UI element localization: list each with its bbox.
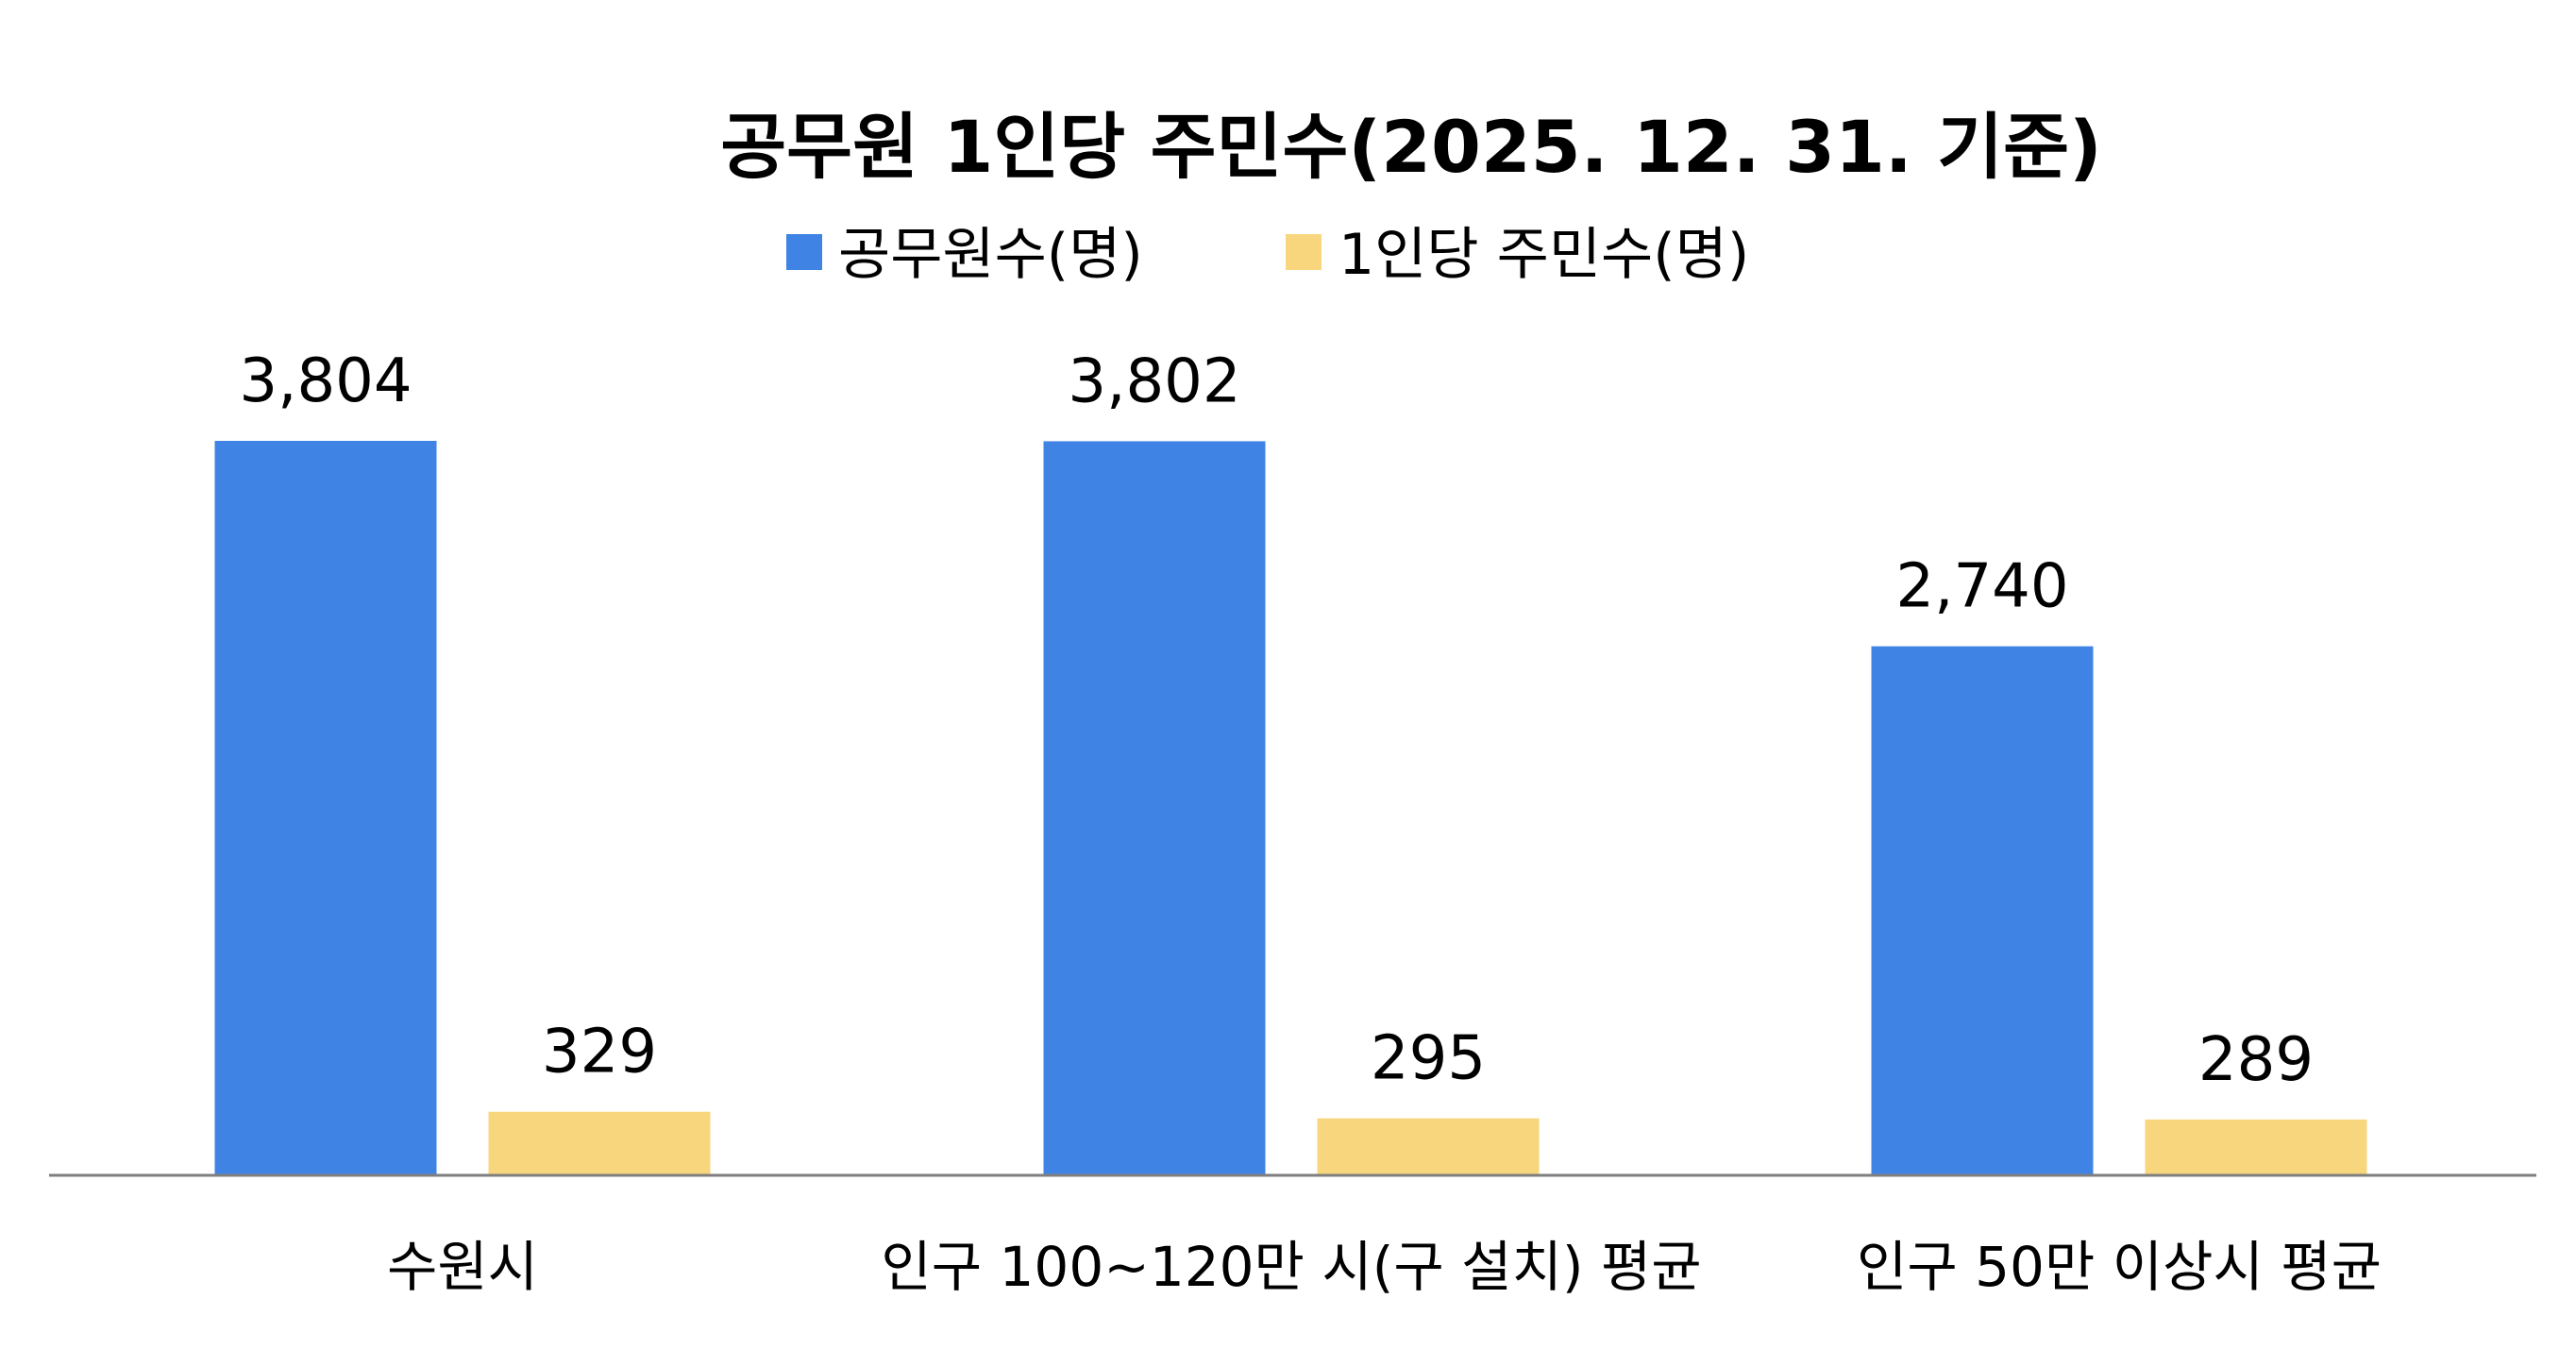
legend-swatch-1	[786, 234, 822, 270]
bar-series1-cat1	[214, 441, 437, 1175]
data-label-series2-cat3: 289	[2198, 1025, 2314, 1095]
bar-series2-cat3	[2145, 1119, 2367, 1175]
bar-series2-cat1	[488, 1111, 711, 1175]
category-label-3: 인구 50만 이상시 평균	[1857, 1235, 2382, 1299]
data-label-series1-cat2: 3,802	[1068, 346, 1240, 416]
bar-series2-cat2	[1317, 1118, 1540, 1175]
data-label-series1-cat1: 3,804	[239, 346, 412, 416]
data-label-series2-cat1: 329	[542, 1018, 657, 1088]
chart-title: 공무원 1인당 주민수(2025. 12. 31. 기준)	[720, 105, 2102, 189]
category-label-2: 인구 100~120만 시(구 설치) 평균	[881, 1235, 1701, 1299]
bar-series1-cat2	[1043, 441, 1266, 1175]
legend-label-1: 공무원수(명)	[838, 222, 1143, 288]
data-label-series1-cat3: 2,740	[1895, 552, 2068, 622]
legend-swatch-2	[1286, 234, 1322, 270]
legend: 공무원수(명) 1인당 주민수(명)	[786, 222, 1749, 288]
data-label-series2-cat2: 295	[1371, 1024, 1486, 1094]
category-labels: 수원시 인구 100~120만 시(구 설치) 평균 인구 50만 이상시 평균	[387, 1235, 2382, 1299]
category-label-1: 수원시	[387, 1235, 538, 1299]
bars-group: 3,804 3,802 2,740 329 295 289	[214, 346, 2367, 1175]
legend-label-2: 1인당 주민수(명)	[1339, 222, 1749, 288]
bar-series1-cat3	[1871, 646, 2094, 1175]
